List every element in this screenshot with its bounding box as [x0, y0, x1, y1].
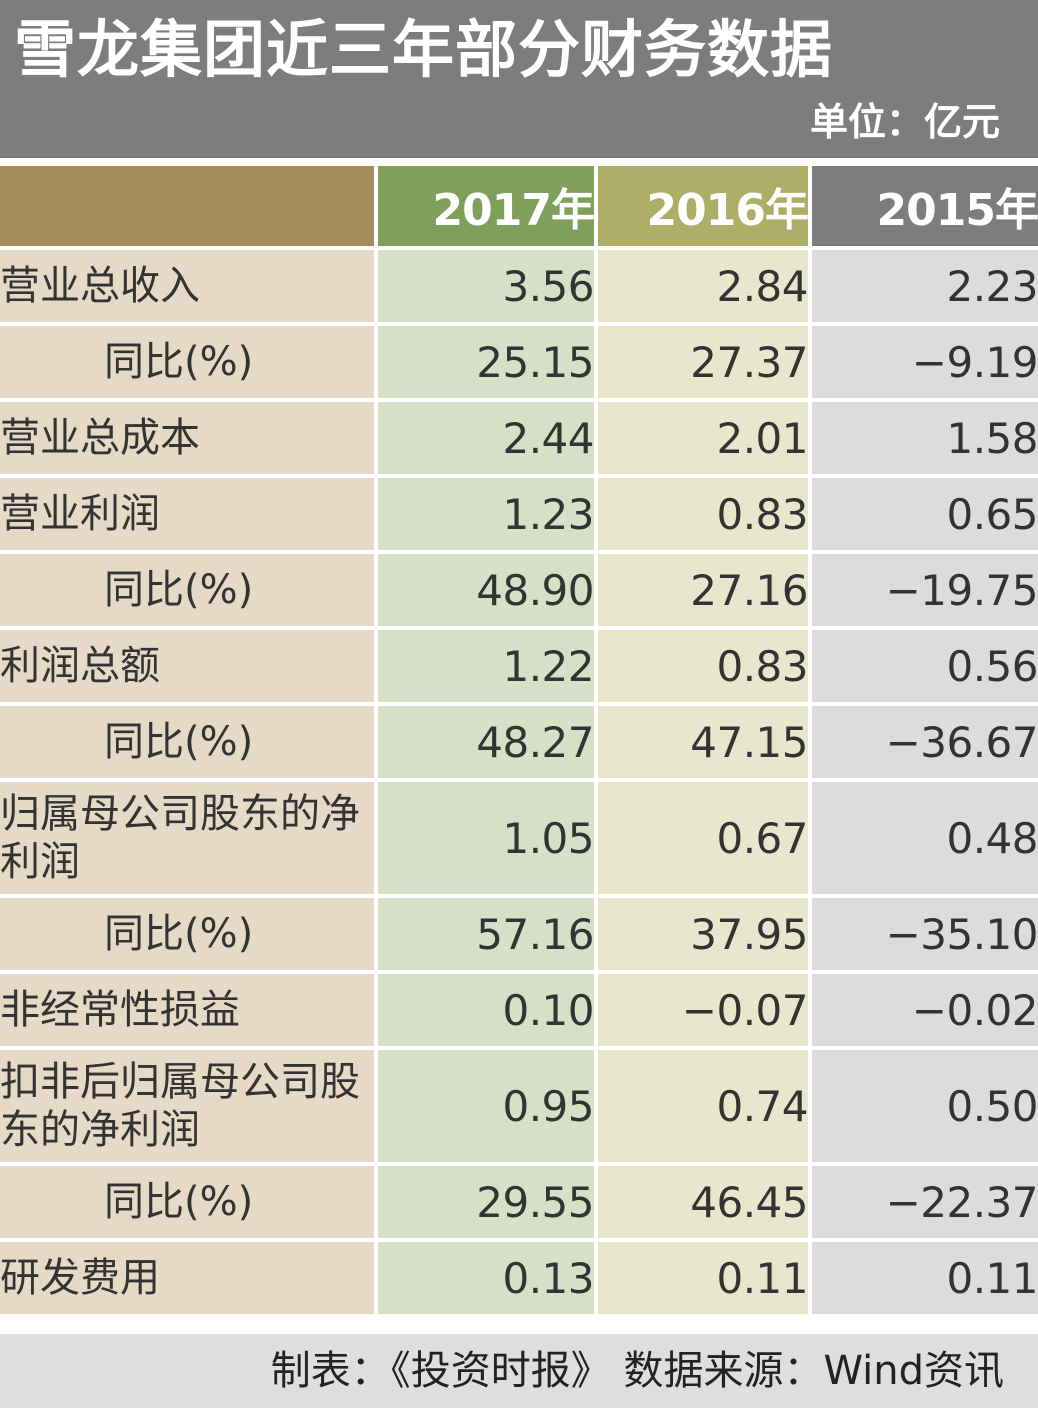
row-label-yoy: 同比(%)	[0, 554, 374, 626]
table-row: 营业总成本 2.44 2.01 1.58	[0, 402, 1038, 474]
value-cell-2016: 0.67	[598, 782, 809, 894]
value-cell-2017: 2.44	[378, 402, 595, 474]
table-row: 同比(%) 57.16 37.95 −35.10	[0, 898, 1038, 970]
value-cell-2015: 1.58	[812, 402, 1038, 474]
value-cell-2016: 0.74	[598, 1050, 809, 1162]
value-cell-2015: −22.37	[812, 1166, 1038, 1238]
value-cell-2016: 0.83	[598, 630, 809, 702]
financial-table: 2017年 2016年 2015年 营业总收入 3.56 2.84 2.23 同比(%)…	[0, 162, 1038, 1318]
row-label: 营业总成本	[0, 402, 374, 474]
value-cell-2017: 0.13	[378, 1242, 595, 1314]
row-label: 归属母公司股东的净利润	[0, 782, 374, 894]
row-label: 利润总额	[0, 630, 374, 702]
row-label-yoy: 同比(%)	[0, 898, 374, 970]
table-row: 扣非后归属母公司股东的净利润 0.95 0.74 0.50	[0, 1050, 1038, 1162]
value-cell-2017: 29.55	[378, 1166, 595, 1238]
value-cell-2017: 48.27	[378, 706, 595, 778]
value-cell-2015: −9.19	[812, 326, 1038, 398]
column-header-2015: 2015年	[812, 166, 1038, 246]
row-label-yoy: 同比(%)	[0, 326, 374, 398]
column-header-2016: 2016年	[598, 166, 809, 246]
value-cell-2016: 37.95	[598, 898, 809, 970]
source-footer: 制表：《投资时报》 数据来源：Wind资讯	[0, 1334, 1038, 1408]
value-cell-2015: −19.75	[812, 554, 1038, 626]
table-row: 营业利润 1.23 0.83 0.65	[0, 478, 1038, 550]
table-row: 同比(%) 48.90 27.16 −19.75	[0, 554, 1038, 626]
row-label-yoy: 同比(%)	[0, 1166, 374, 1238]
value-cell-2016: 2.01	[598, 402, 809, 474]
value-cell-2015: −35.10	[812, 898, 1038, 970]
value-cell-2017: 48.90	[378, 554, 595, 626]
header-label-cell	[0, 166, 374, 246]
row-label: 营业利润	[0, 478, 374, 550]
row-label: 扣非后归属母公司股东的净利润	[0, 1050, 374, 1162]
table-body: 营业总收入 3.56 2.84 2.23 同比(%) 25.15 27.37 −9.19 营业总…	[0, 250, 1038, 1314]
value-cell-2017: 3.56	[378, 250, 595, 322]
value-cell-2015: 0.50	[812, 1050, 1038, 1162]
value-cell-2016: 47.15	[598, 706, 809, 778]
value-cell-2017: 1.05	[378, 782, 595, 894]
value-cell-2015: 0.11	[812, 1242, 1038, 1314]
row-label: 研发费用	[0, 1242, 374, 1314]
row-label-yoy: 同比(%)	[0, 706, 374, 778]
value-cell-2015: 0.56	[812, 630, 1038, 702]
table-header-row: 2017年 2016年 2015年	[0, 166, 1038, 246]
value-cell-2017: 0.95	[378, 1050, 595, 1162]
value-cell-2016: 27.37	[598, 326, 809, 398]
source-note: 制表：《投资时报》 数据来源：Wind资讯	[270, 1348, 1004, 1394]
table-row: 利润总额 1.22 0.83 0.56	[0, 630, 1038, 702]
title-bar: 雪龙集团近三年部分财务数据 单位：亿元	[0, 0, 1038, 158]
value-cell-2016: 2.84	[598, 250, 809, 322]
value-cell-2017: 0.10	[378, 974, 595, 1046]
value-cell-2015: 0.65	[812, 478, 1038, 550]
unit-label: 单位：亿元	[809, 100, 1000, 144]
table-row: 营业总收入 3.56 2.84 2.23	[0, 250, 1038, 322]
value-cell-2016: 46.45	[598, 1166, 809, 1238]
page-title: 雪龙集团近三年部分财务数据	[14, 13, 834, 86]
value-cell-2015: 0.48	[812, 782, 1038, 894]
row-label: 非经常性损益	[0, 974, 374, 1046]
value-cell-2015: −0.02	[812, 974, 1038, 1046]
value-cell-2016: 0.83	[598, 478, 809, 550]
table-row: 同比(%) 25.15 27.37 −9.19	[0, 326, 1038, 398]
table-row: 归属母公司股东的净利润 1.05 0.67 0.48	[0, 782, 1038, 894]
value-cell-2017: 1.22	[378, 630, 595, 702]
value-cell-2016: −0.07	[598, 974, 809, 1046]
table-row: 非经常性损益 0.10 −0.07 −0.02	[0, 974, 1038, 1046]
table-row: 同比(%) 48.27 47.15 −36.67	[0, 706, 1038, 778]
value-cell-2015: −36.67	[812, 706, 1038, 778]
value-cell-2017: 57.16	[378, 898, 595, 970]
table-row: 同比(%) 29.55 46.45 −22.37	[0, 1166, 1038, 1238]
value-cell-2017: 1.23	[378, 478, 595, 550]
column-header-2017: 2017年	[378, 166, 595, 246]
value-cell-2017: 25.15	[378, 326, 595, 398]
value-cell-2016: 27.16	[598, 554, 809, 626]
value-cell-2016: 0.11	[598, 1242, 809, 1314]
row-label: 营业总收入	[0, 250, 374, 322]
value-cell-2015: 2.23	[812, 250, 1038, 322]
table-row: 研发费用 0.13 0.11 0.11	[0, 1242, 1038, 1314]
